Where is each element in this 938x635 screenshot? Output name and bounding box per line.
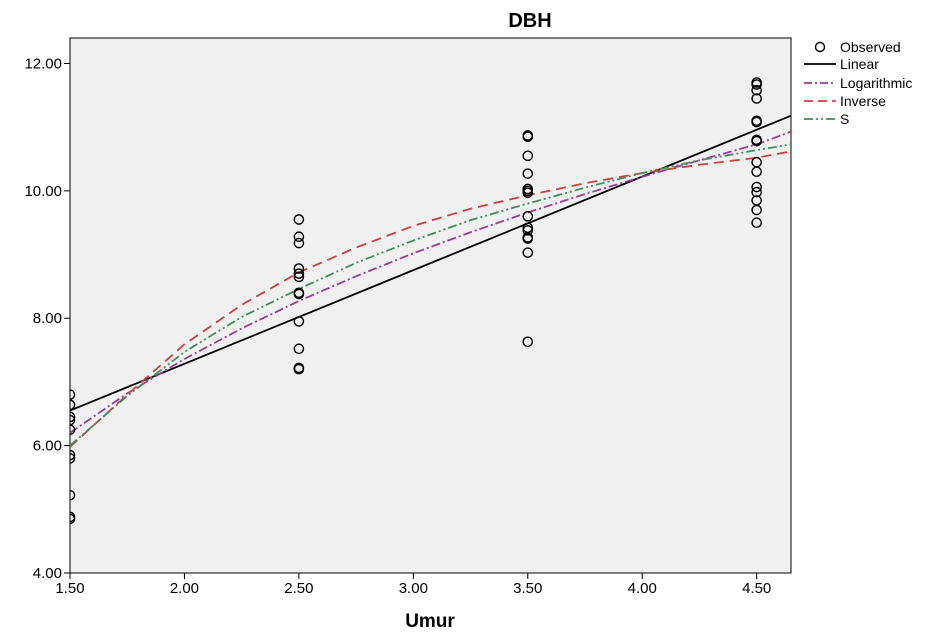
- observed-point: [293, 288, 305, 300]
- observed-point: [751, 79, 762, 90]
- y-tick-label: 10.00: [24, 183, 62, 200]
- series-line-s: [70, 143, 791, 447]
- observed-point: [70, 424, 76, 435]
- y-tick-label: 4.00: [33, 565, 62, 582]
- y-axis: 4.00 6.00 8.00 10.00 12.00: [24, 55, 70, 582]
- legend-marker-observed: [814, 41, 826, 53]
- observed-point: [293, 237, 305, 249]
- series-lines: [70, 114, 791, 448]
- observed-point: [522, 233, 534, 244]
- x-tick-label: 1.50: [55, 580, 84, 597]
- observed-point: [751, 93, 762, 104]
- observed-point: [293, 231, 305, 243]
- observed-point: [70, 453, 76, 464]
- observed-point: [751, 181, 762, 193]
- series-line-linear: [70, 114, 791, 412]
- legend-label-observed: Observed: [840, 39, 901, 55]
- observed-point: [751, 204, 762, 216]
- observed-point: [751, 217, 762, 229]
- observed-point: [293, 343, 305, 355]
- x-axis-label: Umur: [405, 611, 455, 632]
- observed-point: [293, 263, 305, 274]
- observed-point: [522, 336, 534, 348]
- observed-point: [522, 225, 534, 236]
- observed-point: [522, 131, 534, 143]
- observed-point: [522, 187, 534, 199]
- observed-point: [751, 135, 762, 147]
- y-tick-label: 6.00: [33, 438, 62, 455]
- legend-label-s: S: [840, 111, 849, 127]
- observed-point: [70, 513, 76, 525]
- x-tick-label: 3.00: [399, 580, 428, 597]
- observed-point: [751, 166, 762, 178]
- x-tick-label: 2.50: [284, 580, 313, 597]
- plot-background: [69, 37, 792, 574]
- observed-point: [70, 399, 76, 411]
- observed-point: [522, 211, 534, 222]
- data-layer: [70, 77, 791, 525]
- legend-label-logarithmic: Logarithmic: [840, 75, 912, 91]
- observed-point: [70, 449, 76, 461]
- x-tick-label: 4.50: [742, 580, 771, 597]
- observed-point: [293, 268, 305, 279]
- observed-point: [751, 116, 762, 128]
- legend: Observed Linear Logarithmic Inverse S: [804, 39, 912, 127]
- legend-label-linear: Linear: [840, 56, 879, 72]
- observed-point: [70, 389, 76, 400]
- observed-point: [522, 150, 534, 162]
- observed-point: [70, 489, 76, 501]
- observed-point: [522, 168, 534, 179]
- x-tick-label: 4.00: [628, 580, 657, 597]
- observed-point: [751, 186, 762, 198]
- observed-point: [751, 84, 762, 96]
- y-tick-label: 12.00: [24, 55, 62, 72]
- observed-point: [293, 316, 305, 327]
- series-line-inverse: [70, 150, 791, 448]
- scatter-points: [70, 77, 762, 525]
- chart-title: DBH: [508, 10, 551, 32]
- observed-point: [293, 214, 305, 225]
- y-tick-label: 8.00: [33, 310, 62, 327]
- observed-point: [293, 271, 305, 283]
- observed-point: [522, 247, 534, 258]
- observed-point: [293, 363, 305, 375]
- legend-label-inverse: Inverse: [840, 93, 886, 109]
- x-tick-label: 2.00: [170, 580, 199, 597]
- x-axis: 1.50 2.00 2.50 3.00 3.50 4.00 4.50: [55, 573, 771, 597]
- observed-point: [70, 411, 76, 423]
- x-tick-label: 3.50: [513, 580, 542, 597]
